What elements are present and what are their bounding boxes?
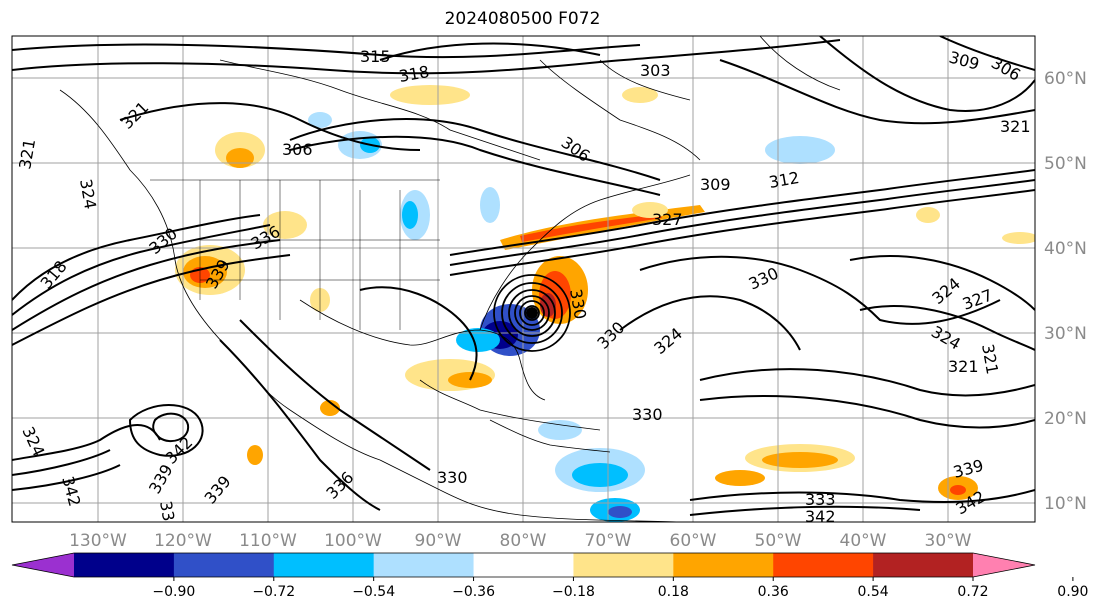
colorbar-swatch <box>74 553 175 577</box>
lat-label: 10°N <box>1044 494 1087 514</box>
colorbar-extend-low <box>12 553 74 577</box>
lon-label: 50°W <box>755 531 802 551</box>
contour-label: 309 <box>700 175 731 194</box>
contour-label: 321 <box>948 357 979 376</box>
colorbar-swatch <box>473 553 574 577</box>
lat-label: 40°N <box>1044 239 1087 259</box>
colorbar: −0.90 −0.72 −0.54 −0.36 −0.18 0.18 0.36 0.54 0.7… <box>11 552 1088 600</box>
contour-label: 303 <box>640 61 671 80</box>
contour-label: 321 <box>1000 117 1031 136</box>
colorbar-tick-label: 0.72 <box>957 584 988 600</box>
contour-label: 315 <box>360 47 391 66</box>
lon-label: 80°W <box>500 531 547 551</box>
colorbar-tick-label: −0.72 <box>252 584 295 600</box>
lon-label: 130°W <box>69 531 127 551</box>
colorbar-outline <box>11 552 1036 578</box>
lon-label: 30°W <box>925 531 972 551</box>
lon-label: 40°W <box>840 531 887 551</box>
colorbar-tick-label: 0.36 <box>758 584 789 600</box>
map-title: 2024080500 F072 <box>444 9 601 29</box>
colorbar-swatch <box>173 553 275 577</box>
coastlines <box>59 36 841 522</box>
latitude-labels: 60°N 50°N 40°N 30°N 20°N 10°N <box>1044 69 1087 514</box>
colorbar-tick-label: −0.54 <box>352 584 395 600</box>
colorbar-swatch <box>373 553 475 577</box>
lat-label: 50°N <box>1044 154 1087 174</box>
lat-label: 20°N <box>1044 409 1087 429</box>
hurricane-contours <box>493 274 571 352</box>
colorbar-swatch <box>673 553 774 577</box>
colorbar-swatch <box>873 553 974 577</box>
borders <box>150 179 440 330</box>
colorbar-swatch <box>273 553 375 577</box>
colorbar-extend-high <box>973 553 1035 577</box>
lon-label: 70°W <box>585 531 632 551</box>
storm-center-icon <box>526 307 538 319</box>
contour-label: 306 <box>282 140 313 159</box>
contour-label: 330 <box>632 405 663 424</box>
contour-label: 333 <box>805 490 836 509</box>
lat-label: 60°N <box>1044 69 1087 89</box>
lat-label: 30°N <box>1044 324 1087 344</box>
colorbar-tick-label: −0.36 <box>452 584 495 600</box>
lon-label: 120°W <box>154 531 212 551</box>
map-frame <box>11 35 1036 523</box>
colorbar-tick-label: −0.90 <box>152 584 195 600</box>
colorbar-tick-label: 0.54 <box>858 584 889 600</box>
colorbar-swatch <box>773 553 874 577</box>
lon-label: 60°W <box>670 531 717 551</box>
colorbar-tick-label: 0.18 <box>658 584 689 600</box>
lon-label: 90°W <box>415 531 462 551</box>
colorbar-tick-label: −0.18 <box>552 584 595 600</box>
contour-label: 339 <box>156 499 180 532</box>
contour-label: 342 <box>805 507 836 526</box>
lon-label: 100°W <box>324 531 382 551</box>
lon-label: 110°W <box>239 531 297 551</box>
contour-label: 327 <box>652 210 683 229</box>
height-contours <box>12 36 1035 516</box>
longitude-labels: 130°W 120°W 110°W 100°W 90°W 80°W 70°W 6… <box>69 531 972 551</box>
colorbar-swatch <box>573 553 674 577</box>
contour-label: 330 <box>437 468 468 487</box>
colorbar-tick-label: 0.90 <box>1057 584 1088 600</box>
